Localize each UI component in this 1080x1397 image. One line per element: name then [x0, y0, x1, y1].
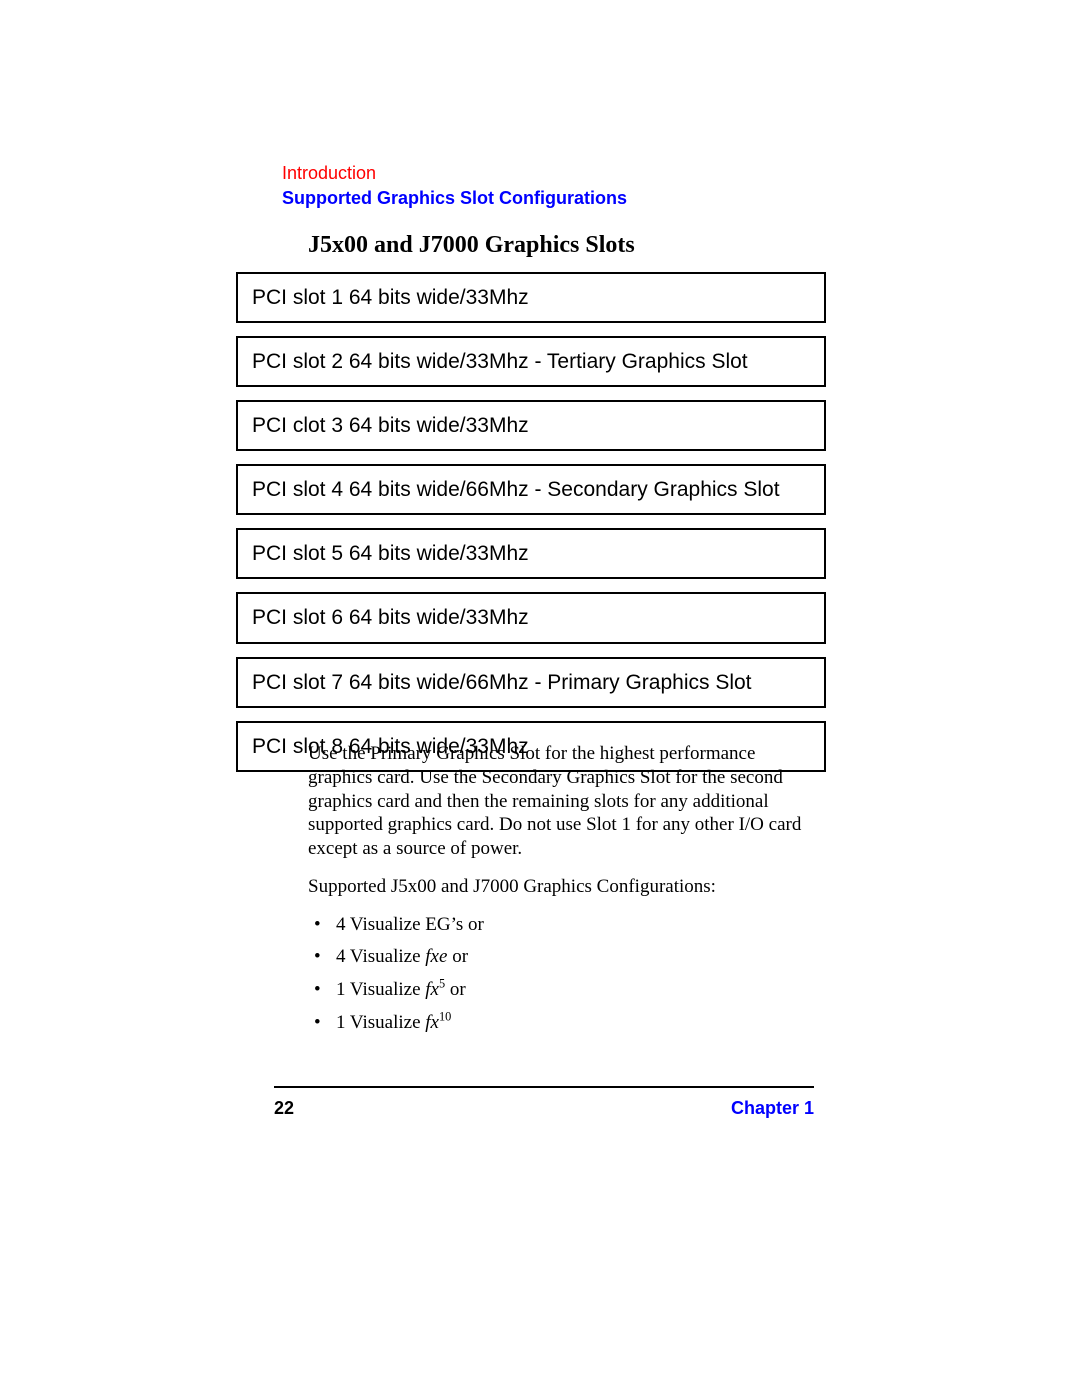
pci-slot-7: PCI slot 7 64 bits wide/66Mhz - Primary …: [236, 657, 826, 708]
footer: 22 Chapter 1: [274, 1098, 814, 1119]
pci-slot-4: PCI slot 4 64 bits wide/66Mhz - Secondar…: [236, 464, 826, 515]
config-item-2-prefix: 4 Visualize: [336, 946, 425, 967]
config-item-3-prefix: 1 Visualize: [336, 979, 425, 1000]
config-item-3: 1 Visualize fx5 or: [336, 978, 813, 1002]
pci-slot-5: PCI slot 5 64 bits wide/33Mhz: [236, 528, 826, 579]
body-text: Use the Primary Graphics Slot for the hi…: [308, 742, 813, 1044]
pci-slot-2: PCI slot 2 64 bits wide/33Mhz - Tertiary…: [236, 336, 826, 387]
pci-slot-3: PCI clot 3 64 bits wide/33Mhz: [236, 400, 826, 451]
config-item-4-sup: 10: [439, 1009, 451, 1023]
pci-slot-6: PCI slot 6 64 bits wide/33Mhz: [236, 592, 826, 643]
config-item-4: 1 Visualize fx10: [336, 1011, 813, 1035]
pci-slot-1: PCI slot 1 64 bits wide/33Mhz: [236, 272, 826, 323]
config-list: 4 Visualize EG’s or 4 Visualize fxe or 1…: [308, 913, 813, 1035]
config-item-2-suffix: or: [447, 946, 468, 967]
config-item-4-italic: fx: [425, 1012, 439, 1033]
config-item-3-suffix: or: [445, 979, 466, 1000]
config-intro: Supported J5x00 and J7000 Graphics Confi…: [308, 875, 813, 899]
config-item-2: 4 Visualize fxe or: [336, 945, 813, 969]
config-item-3-italic: fx: [425, 979, 439, 1000]
section-title: Supported Graphics Slot Configurations: [282, 188, 627, 209]
slot-diagram: PCI slot 1 64 bits wide/33Mhz PCI slot 2…: [236, 272, 826, 785]
page: Introduction Supported Graphics Slot Con…: [0, 0, 1080, 1397]
chapter-link[interactable]: Chapter 1: [731, 1098, 814, 1119]
page-number: 22: [274, 1098, 294, 1119]
config-item-2-italic: fxe: [425, 946, 447, 967]
config-item-1: 4 Visualize EG’s or: [336, 913, 813, 937]
running-header: Introduction Supported Graphics Slot Con…: [282, 163, 627, 209]
usage-paragraph: Use the Primary Graphics Slot for the hi…: [308, 742, 813, 861]
introduction-link[interactable]: Introduction: [282, 163, 627, 184]
page-heading: J5x00 and J7000 Graphics Slots: [308, 232, 635, 259]
config-item-1-text: 4 Visualize EG’s or: [336, 914, 484, 935]
config-item-4-prefix: 1 Visualize: [336, 1012, 425, 1033]
footer-rule: [274, 1086, 814, 1088]
